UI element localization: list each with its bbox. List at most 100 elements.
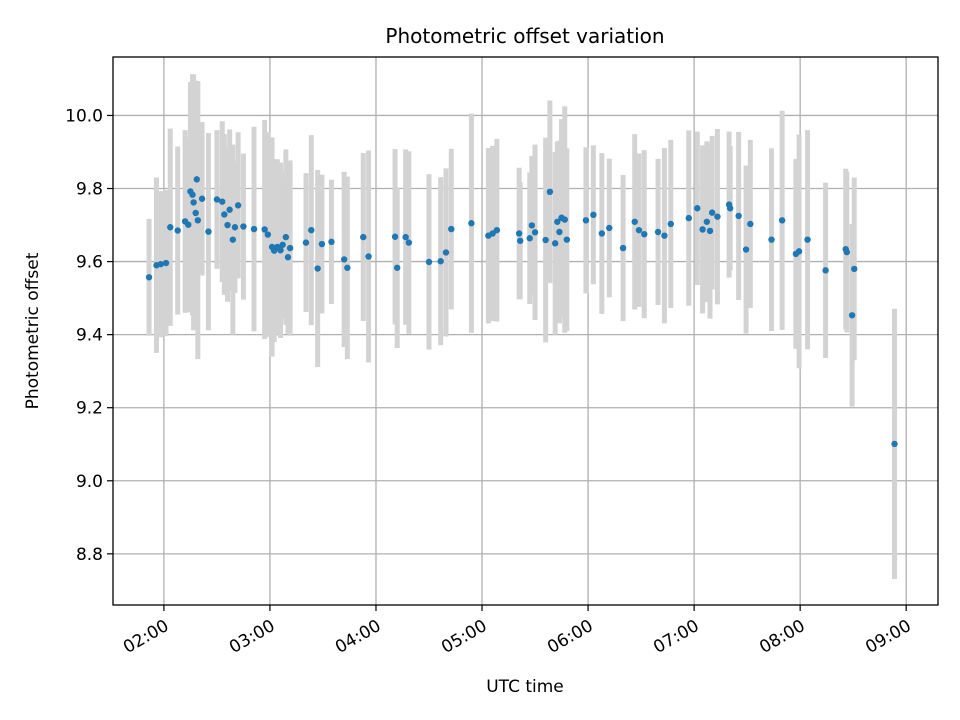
data-point [768, 236, 775, 243]
data-point [157, 260, 164, 268]
data-point [685, 214, 693, 222]
y-tick-label: 8.8 [76, 545, 103, 565]
data-point [264, 231, 272, 238]
y-tick-label: 9.0 [76, 472, 103, 492]
data-point [185, 221, 192, 228]
data-point [563, 236, 571, 243]
y-axis-label: Photometric offset [23, 252, 43, 409]
data-point [189, 191, 196, 198]
data-point [641, 230, 648, 238]
data-point [590, 211, 597, 219]
data-point [282, 233, 290, 241]
data-point [442, 249, 450, 256]
data-point [286, 244, 294, 252]
data-point [437, 258, 444, 265]
data-point [279, 241, 286, 248]
data-point [619, 244, 627, 252]
data-point [250, 225, 258, 233]
data-point [219, 198, 226, 205]
data-point [551, 240, 559, 247]
data-point [795, 248, 803, 255]
chart-title: Photometric offset variation [385, 24, 664, 48]
data-point [240, 223, 247, 230]
data-point [726, 205, 734, 212]
data-point [340, 256, 348, 263]
data-point [699, 226, 706, 233]
data-point [561, 216, 568, 223]
data-point [344, 264, 351, 271]
x-axis-label: UTC time [486, 677, 564, 697]
data-point [402, 233, 409, 241]
data-point [542, 236, 549, 244]
data-point [167, 224, 174, 231]
data-point [554, 218, 561, 225]
data-point [735, 212, 742, 220]
data-point [174, 227, 181, 234]
data-point [284, 254, 292, 261]
data-point [631, 218, 638, 225]
data-point [448, 225, 455, 233]
data-point [229, 236, 237, 243]
data-point [308, 226, 315, 234]
data-point [526, 235, 533, 242]
data-point [747, 220, 754, 228]
data-point [667, 220, 674, 228]
data-point [145, 274, 153, 281]
data-point [516, 237, 524, 244]
y-tick-label: 9.8 [76, 180, 103, 200]
data-point [515, 230, 523, 237]
data-point [192, 209, 199, 217]
data-point [231, 224, 239, 231]
data-point [714, 213, 721, 220]
data-point [277, 247, 284, 254]
data-point [193, 176, 200, 183]
data-point [528, 222, 536, 229]
y-tick-label: 9.6 [76, 253, 103, 273]
data-point [661, 232, 668, 239]
data-point [328, 238, 335, 246]
data-point [302, 239, 310, 246]
y-axis: 8.8 9.0 9.2 9.4 9.6 9.8 10.0 [65, 106, 113, 565]
data-point [365, 253, 372, 260]
data-point [221, 211, 228, 218]
data-point [703, 218, 711, 225]
data-point [848, 312, 856, 319]
data-point [205, 228, 212, 235]
y-tick-label: 10.0 [65, 106, 103, 126]
data-point [742, 246, 750, 253]
data-point [425, 258, 433, 266]
data-point [606, 224, 613, 232]
data-point [851, 265, 858, 273]
data-points [145, 176, 898, 448]
data-point [391, 233, 399, 240]
data-point [198, 195, 206, 202]
data-point [531, 229, 539, 236]
data-point [843, 248, 851, 256]
data-point [194, 217, 202, 224]
data-point [224, 221, 231, 229]
data-point [314, 265, 321, 272]
data-point [708, 209, 716, 216]
data-point [891, 440, 898, 448]
data-point [405, 239, 413, 246]
y-tick-label: 9.4 [76, 326, 103, 346]
data-point [804, 236, 811, 243]
data-point [822, 267, 829, 274]
y-tick-label: 9.2 [76, 399, 103, 419]
data-point [360, 233, 367, 241]
data-point [226, 206, 233, 213]
data-point [598, 230, 606, 237]
data-point [654, 228, 662, 236]
data-point [635, 226, 643, 234]
data-point [318, 240, 326, 248]
data-point [546, 188, 554, 196]
data-point [162, 259, 170, 267]
plot-frame [112, 56, 939, 606]
data-point [261, 226, 268, 233]
data-point [234, 202, 242, 209]
data-point [190, 199, 197, 206]
data-point [706, 227, 714, 235]
data-point [393, 264, 401, 271]
